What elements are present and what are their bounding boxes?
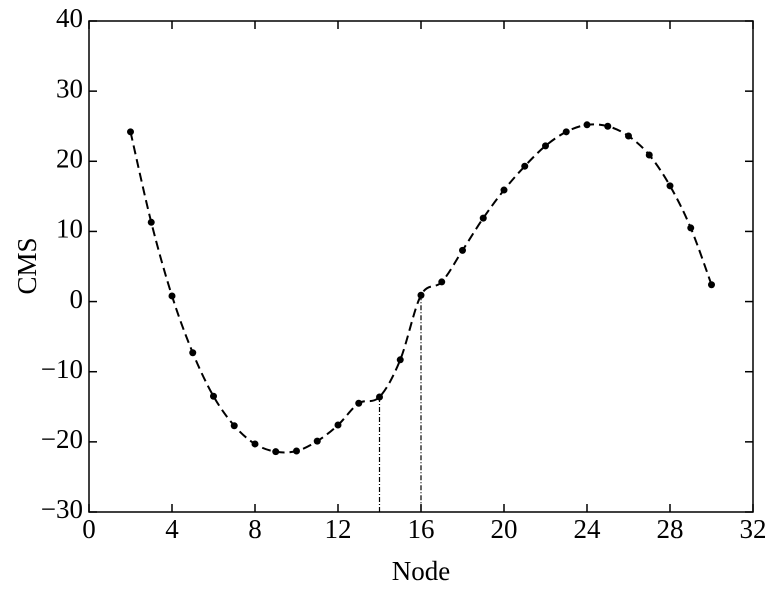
data-point [583, 121, 591, 129]
data-point [293, 447, 300, 455]
data-point [500, 186, 508, 194]
plot-frame [88, 20, 754, 513]
data-point [542, 142, 549, 150]
data-point [687, 224, 695, 232]
x-tick-label: 12 [325, 514, 352, 544]
data-point [127, 128, 134, 136]
data-point [521, 162, 529, 170]
data-point [272, 448, 280, 456]
y-tick-label: −10 [41, 354, 83, 384]
x-tick-label: 8 [248, 514, 262, 544]
data-point [604, 122, 612, 130]
data-point [666, 182, 674, 190]
y-tick-label: −30 [41, 494, 83, 524]
data-point [334, 421, 342, 429]
x-tick-label: 20 [491, 514, 518, 544]
y-tick-label: −20 [41, 424, 83, 454]
x-tick-label: 16 [408, 514, 435, 544]
y-tick-label: 40 [56, 3, 83, 33]
data-line [129, 123, 713, 454]
x-tick-label: 24 [574, 514, 602, 544]
data-point [189, 349, 197, 357]
data-point [168, 292, 176, 300]
data-point [147, 218, 155, 226]
x-tick-label: 4 [165, 514, 179, 544]
data-point [438, 278, 446, 286]
data-point [562, 128, 570, 136]
data-point [251, 440, 259, 448]
y-axis-label: CMS [12, 237, 42, 294]
data-point [708, 281, 715, 289]
data-point [396, 356, 404, 364]
data-point [230, 422, 238, 430]
y-tick-label: 0 [70, 284, 84, 314]
data-point [625, 132, 632, 140]
x-tick-label: 0 [82, 514, 96, 544]
data-point [479, 214, 487, 222]
data-point [210, 392, 217, 400]
y-tick-label: 20 [56, 143, 83, 173]
data-point [645, 151, 653, 159]
data-point [355, 399, 363, 407]
x-axis-label: Node [392, 556, 450, 586]
x-tick-label: 28 [657, 514, 684, 544]
data-point [313, 437, 321, 445]
y-tick-label: 10 [56, 214, 83, 244]
x-tick-label: 32 [740, 514, 767, 544]
y-tick-label: 30 [56, 73, 83, 103]
data-point [459, 246, 466, 254]
